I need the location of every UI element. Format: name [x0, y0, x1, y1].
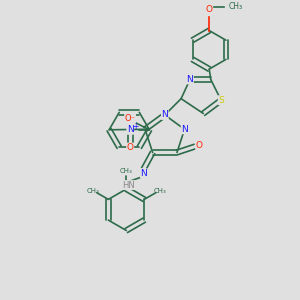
- Text: N: N: [187, 75, 194, 84]
- Text: N: N: [181, 125, 188, 134]
- Text: N: N: [161, 110, 168, 119]
- Text: O⁻: O⁻: [125, 114, 136, 123]
- Text: CH₃: CH₃: [87, 188, 99, 194]
- Text: +: +: [132, 122, 139, 131]
- Text: N: N: [140, 169, 147, 178]
- Text: S: S: [218, 96, 224, 105]
- Text: CH₃: CH₃: [229, 2, 243, 11]
- Text: O: O: [127, 143, 134, 152]
- Text: O: O: [196, 141, 203, 150]
- Text: CH₃: CH₃: [120, 168, 133, 174]
- Text: O: O: [206, 5, 213, 14]
- Text: N: N: [127, 125, 134, 134]
- Text: CH₃: CH₃: [153, 188, 166, 194]
- Text: HN: HN: [123, 181, 135, 190]
